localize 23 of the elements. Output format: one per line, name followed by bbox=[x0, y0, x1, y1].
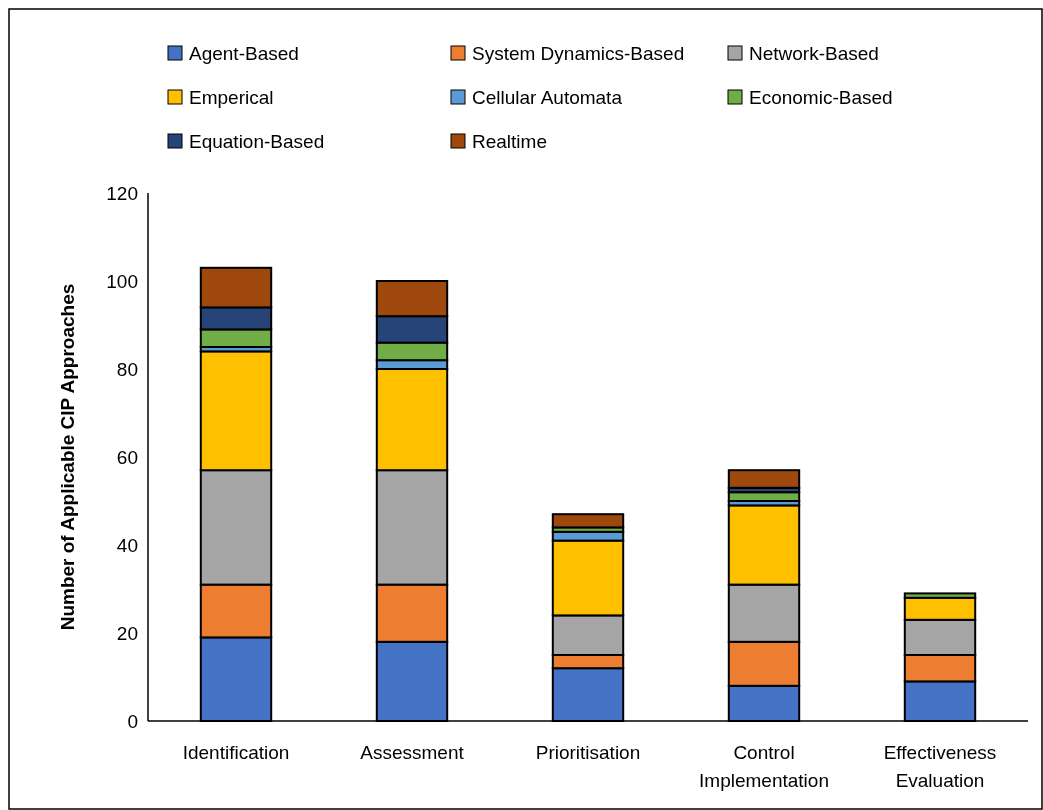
x-tick-label: Prioritisation bbox=[535, 742, 641, 763]
x-tick-label: Identification bbox=[182, 742, 290, 763]
x-tick-label: Effectiveness Evaluation bbox=[883, 742, 997, 791]
bar bbox=[551, 513, 625, 529]
legend-label: Economic-Based bbox=[749, 86, 893, 108]
legend-label: Emperical bbox=[189, 86, 274, 108]
y-tick-label: 120 bbox=[106, 182, 138, 204]
y-tick-label: 20 bbox=[116, 622, 138, 644]
legend-label: Cellular Automata bbox=[472, 86, 623, 108]
x-tick-label: Assessment bbox=[360, 742, 465, 763]
y-tick-label: 80 bbox=[116, 358, 138, 380]
x-tick-label: Control Implementation bbox=[699, 742, 829, 791]
y-axis-title: Number of Applicable CIP Approaches bbox=[57, 283, 78, 631]
legend-label: Realtime bbox=[472, 130, 547, 152]
legend-label: System Dynamics-Based bbox=[472, 42, 685, 64]
y-tick-label: 60 bbox=[116, 446, 138, 468]
legend-label: Equation-Based bbox=[189, 130, 325, 152]
y-tick-label: 100 bbox=[106, 270, 138, 292]
legend-label: Agent-Based bbox=[189, 42, 299, 64]
y-tick-label: 0 bbox=[127, 710, 138, 732]
y-tick-label: 40 bbox=[116, 534, 138, 556]
legend-label: Network-Based bbox=[749, 42, 879, 64]
bar bbox=[727, 469, 801, 489]
